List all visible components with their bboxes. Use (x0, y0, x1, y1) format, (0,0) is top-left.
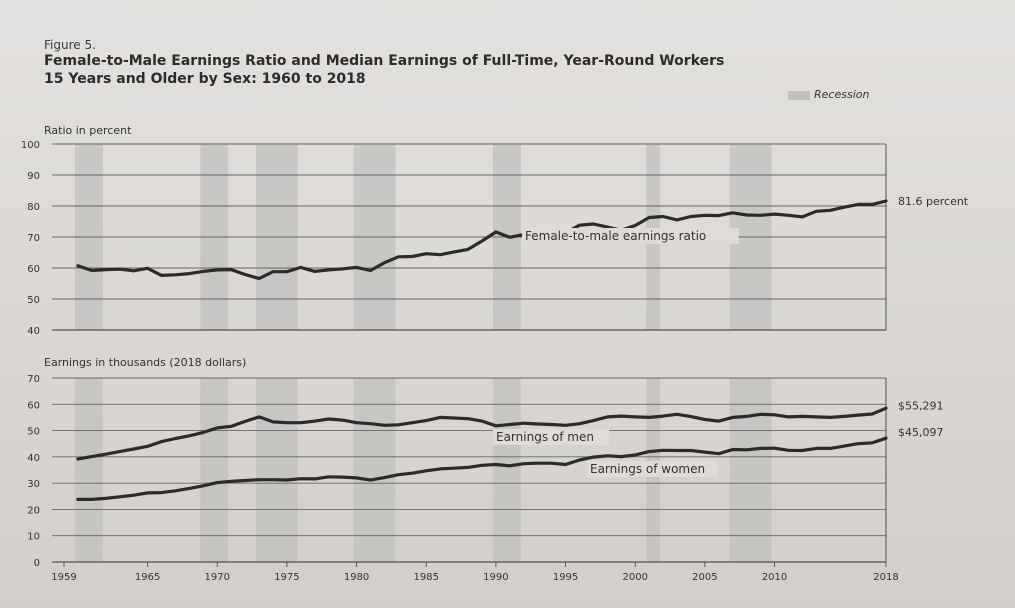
earnings-recession-bar (353, 378, 368, 562)
ratio-y-tick-label: 70 (27, 233, 40, 244)
earnings-y-tick-label: 70 (27, 374, 40, 385)
earnings-y-tick-label: 50 (27, 427, 40, 438)
men-line (76, 406, 888, 461)
earnings-axis-title: Earnings in thousands (2018 dollars) (44, 356, 246, 369)
ratio-panel: 100 90 80 70 60 50 40 Ratio in percent 81.6 perc… (21, 124, 969, 337)
women-line-end-label: $45,097 (898, 426, 944, 439)
figure-title-line-2: 15 Years and Older by Sex: 1960 to 2018 (44, 71, 366, 87)
figure-title-line-1: Female-to-Male Earnings Ratio and Median… (44, 53, 725, 69)
earnings-recession-bar (729, 378, 772, 562)
x-tick-label: 1965 (135, 572, 160, 583)
men-line-label-bg (493, 429, 609, 445)
ratio-y-tick-label: 100 (21, 140, 40, 151)
earnings-recession-bar (367, 378, 396, 562)
ratio-line-end-label: 81.6 percent (898, 195, 969, 208)
men-line-end-label: $55,291 (898, 400, 944, 413)
x-tick-label: 2000 (622, 572, 647, 583)
x-tick-label: 1970 (205, 572, 230, 583)
x-tick-label: 2005 (692, 572, 717, 583)
men-line-name-label: Earnings of men (496, 430, 594, 444)
ratio-y-tick-label: 50 (27, 295, 40, 306)
earnings-y-tick-label: 30 (27, 479, 40, 490)
x-tick-label: 2010 (762, 572, 787, 583)
women-line (76, 436, 888, 501)
figure-title: Female-to-Male Earnings Ratio and Median… (44, 52, 724, 88)
figure-number: Figure 5. (44, 38, 96, 52)
earnings-y-tick-label: 40 (27, 453, 40, 464)
x-tick-label: 2018 (873, 572, 898, 583)
recession-swatch (788, 90, 810, 100)
recession-legend-label: Recession (814, 88, 870, 101)
ratio-axis-title: Ratio in percent (44, 124, 132, 137)
x-tick-label: 1995 (553, 572, 578, 583)
earnings-y-tick-label: 10 (27, 532, 40, 543)
earnings-y-tick-label: 0 (34, 558, 40, 569)
recession-legend: Recession (788, 88, 869, 101)
earnings-recession-bar (492, 378, 521, 562)
women-line-label-bg (587, 461, 718, 477)
ratio-y-tick-label: 80 (27, 202, 40, 213)
x-tick-label: 1980 (344, 572, 369, 583)
ratio-line-name-label: Female-to-male earnings ratio (525, 229, 706, 243)
x-tick-label: 1990 (483, 572, 508, 583)
x-tick-label: 1985 (414, 572, 439, 583)
ratio-y-tick-label: 40 (27, 326, 40, 337)
ratio-y-tick-label: 60 (27, 264, 40, 275)
x-tick-label: 1975 (274, 572, 299, 583)
women-line-name-label: Earnings of women (590, 462, 705, 476)
ratio-line (76, 199, 888, 281)
earnings-recession-bar (200, 378, 229, 562)
ratio-line-label-bg (522, 228, 739, 244)
earnings-y-tick-label: 20 (27, 505, 40, 516)
earnings-y-tick-label: 60 (27, 400, 40, 411)
earnings-recession-bar (256, 378, 298, 562)
ratio-y-tick-label: 90 (27, 171, 40, 182)
x-tick-label: 1959 (51, 572, 76, 583)
earnings-recession-bar (74, 378, 103, 562)
